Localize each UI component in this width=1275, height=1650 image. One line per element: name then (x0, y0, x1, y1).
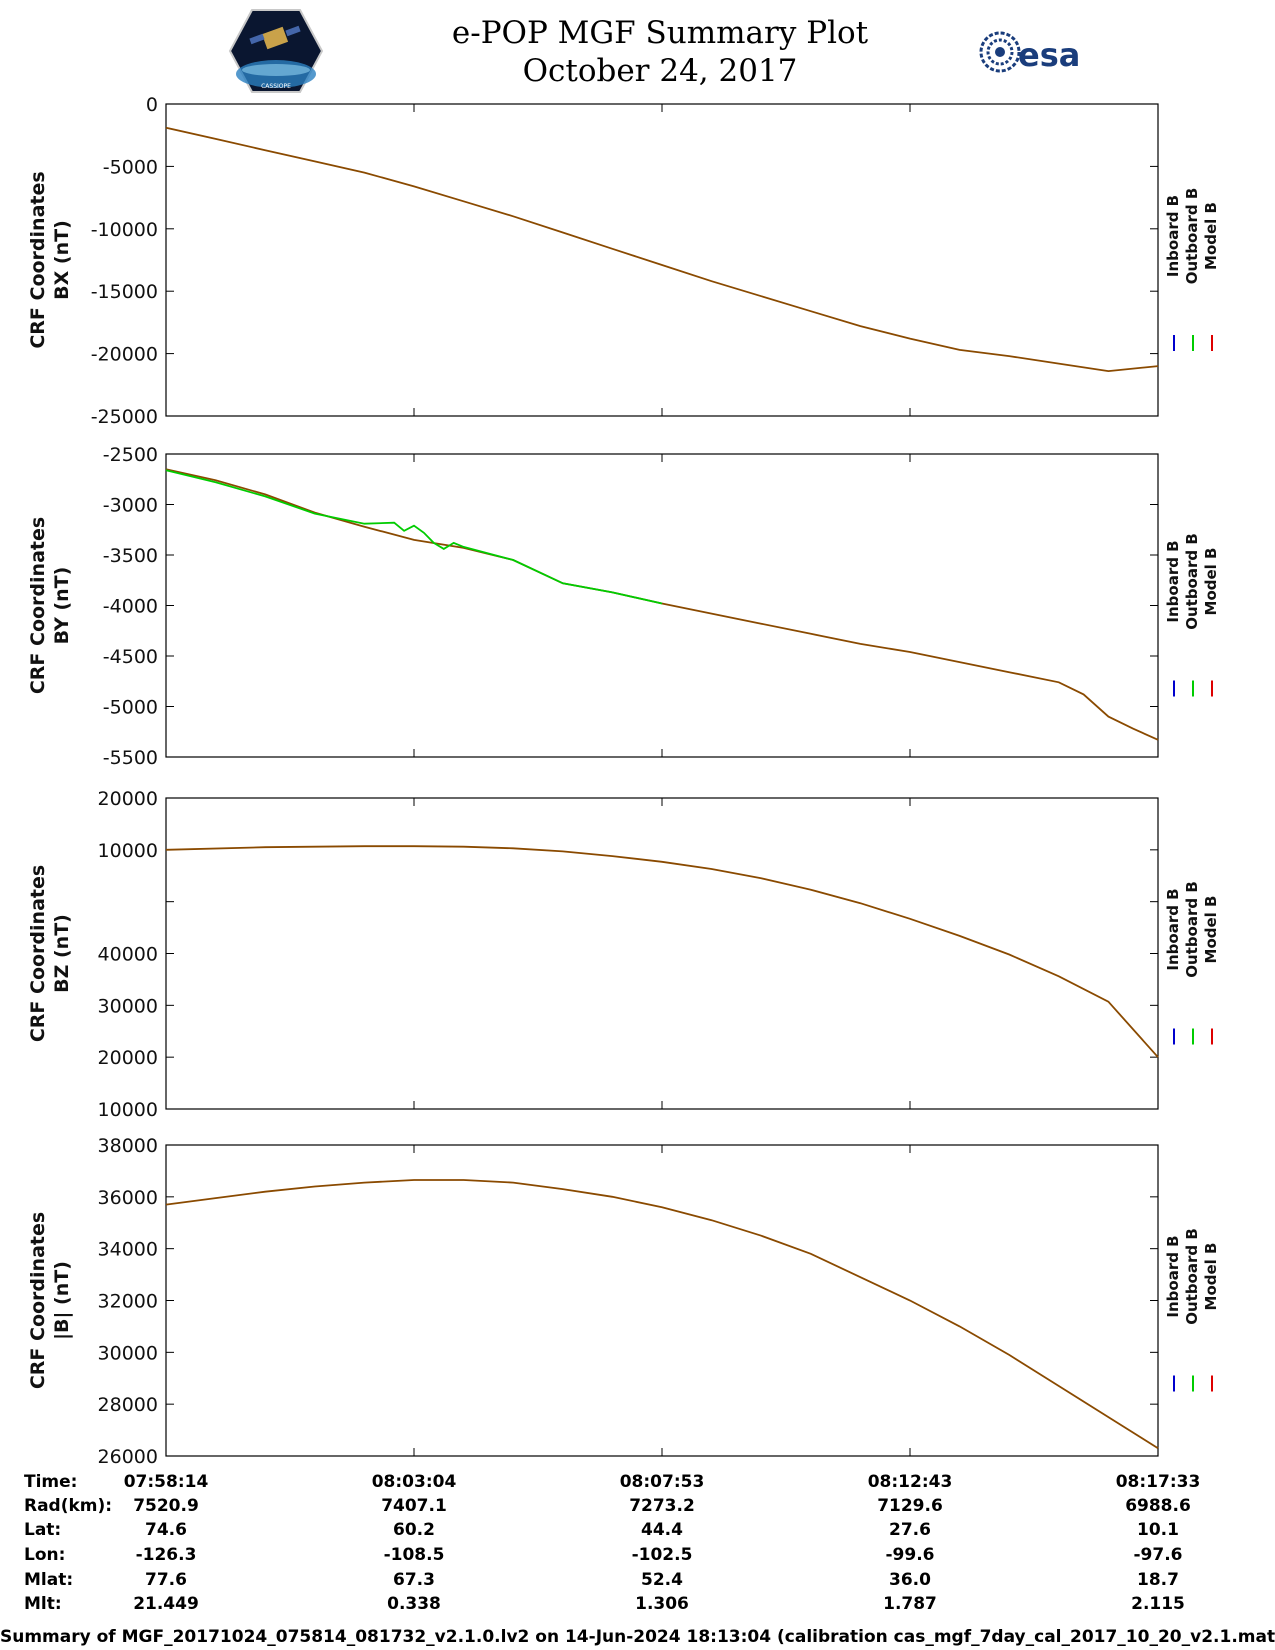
series-line (165, 469, 663, 605)
esa-logo-text: esa (1018, 36, 1080, 74)
y-tick-label: -5000 (103, 156, 158, 178)
y-axis-label: BY (nT) (51, 567, 73, 645)
panel-4: 38000 36000 34000 32000 30000 28000 26000 CRF C… (27, 1135, 1220, 1468)
panel-2: -2500 -3000 -3500 -4000 -4500 -5000 -5500 CRF C… (27, 444, 1220, 769)
legend-label: Inboard B (1164, 540, 1182, 622)
series-line (165, 1179, 1159, 1449)
title-line-1: e-POP MGF Summary Plot (451, 15, 869, 51)
legend-label: Outboard B (1183, 188, 1201, 285)
legend-label: Outboard B (1183, 881, 1201, 978)
legend-label: Inboard B (1164, 195, 1182, 277)
y-tick-label: -10000 (91, 219, 158, 241)
panel-frame (165, 103, 1159, 417)
panel-frame (165, 797, 1159, 1110)
footer-summary: Summary of MGF_20171024_075814_081732_v2… (0, 1627, 1275, 1647)
plot-title: e-POP MGF Summary Plot October 24, 2017 (380, 14, 940, 90)
y-tick-label: -4500 (103, 646, 158, 668)
y-tick-label: 30000 (98, 1342, 158, 1364)
y-tick-label: 10000 (98, 840, 158, 862)
y-tick-label: -3000 (103, 495, 158, 517)
y-tick-label: -5000 (103, 697, 158, 719)
panel-frame (165, 1144, 1159, 1457)
y-axis-label: CRF Coordinates (27, 1212, 49, 1389)
y-tick-label: 26000 (98, 1446, 158, 1468)
y-tick-label: 32000 (98, 1291, 158, 1313)
y-tick-label: -25000 (91, 406, 158, 428)
y-tick-label: 40000 (98, 944, 158, 966)
series-line (165, 468, 1159, 741)
legend-label: Model B (1202, 896, 1220, 964)
y-axis-label: CRF Coordinates (27, 171, 49, 348)
legend-label: Model B (1202, 548, 1220, 616)
y-tick-label: -20000 (91, 344, 158, 366)
y-tick-label: -2500 (103, 444, 158, 466)
series-line (165, 126, 1159, 373)
panel-frame (165, 453, 1159, 758)
legend-label: Inboard B (1164, 1235, 1182, 1317)
legend-label: Model B (1202, 202, 1220, 270)
y-axis-label: |B| (nT) (51, 1261, 73, 1340)
y-axis-label: BX (nT) (51, 220, 73, 300)
panel-1: 0 -5000 -10000 -15000 -20000 -25000 CRF Coordi… (27, 94, 1220, 428)
y-tick-label: 36000 (98, 1187, 158, 1209)
legend-label: Outboard B (1183, 1228, 1201, 1325)
y-tick-label: 20000 (98, 1047, 158, 1069)
cassiope-logo-text: CASSIOPE (261, 83, 291, 90)
y-tick-label: 20000 (98, 788, 158, 810)
y-tick-label: 28000 (98, 1394, 158, 1416)
cassiope-logo: CASSIOPE (228, 9, 324, 93)
y-tick-label: 30000 (98, 995, 158, 1017)
legend-label: Model B (1202, 1243, 1220, 1311)
y-tick-label: -15000 (91, 281, 158, 303)
y-tick-label: 10000 (98, 1099, 158, 1121)
y-tick-label: 38000 (98, 1135, 158, 1157)
y-tick-label: -4000 (103, 596, 158, 618)
y-tick-label: -5500 (103, 747, 158, 769)
y-tick-label: -3500 (103, 545, 158, 567)
legend-label: Outboard B (1183, 533, 1201, 630)
y-axis-label: BZ (nT) (51, 914, 73, 993)
y-axis-label: CRF Coordinates (27, 865, 49, 1042)
y-axis-label: CRF Coordinates (27, 517, 49, 694)
title-line-2: October 24, 2017 (522, 53, 798, 89)
esa-logo: esa (979, 31, 1080, 74)
panel-3: 20000 10000 40000 30000 20000 10000 CRF Coordi… (27, 788, 1220, 1121)
y-tick-label: 34000 (98, 1239, 158, 1261)
legend-label: Inboard B (1164, 888, 1182, 970)
series-line (165, 845, 1159, 1058)
y-tick-label: 0 (146, 94, 158, 116)
